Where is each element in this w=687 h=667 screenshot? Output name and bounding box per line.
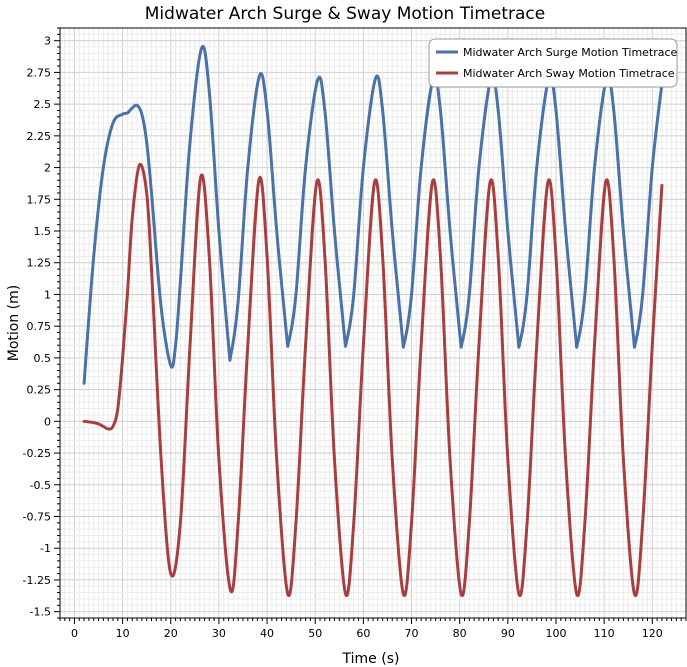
legend-box xyxy=(428,38,678,88)
y-tick-label: -0.75 xyxy=(23,510,51,523)
x-tick-label: 10 xyxy=(116,627,130,640)
series-group xyxy=(82,44,664,598)
series-line-surge xyxy=(82,44,664,385)
x-tick-label: 50 xyxy=(308,627,322,640)
x-tick-label: 40 xyxy=(260,627,274,640)
y-axis-label: Motion (m) xyxy=(6,285,22,361)
x-tick-label: 90 xyxy=(501,627,515,640)
y-tick-label: 0.5 xyxy=(34,352,52,365)
y-tick-label: -1.25 xyxy=(23,574,51,587)
x-axis-label: Time (s) xyxy=(342,651,400,667)
y-tick-label: 2.75 xyxy=(27,66,52,79)
y-tick-label: 0.75 xyxy=(27,320,52,333)
series-line-sway xyxy=(82,162,664,598)
y-tick-label: 1 xyxy=(44,288,51,301)
x-tick-label: 0 xyxy=(71,627,78,640)
y-tick-label: -1 xyxy=(40,542,51,555)
y-tick-label: 2.25 xyxy=(27,130,52,143)
x-tick-label: 60 xyxy=(356,627,370,640)
y-tick-label: 0.25 xyxy=(27,384,52,397)
y-tick-label: 1.25 xyxy=(27,257,52,270)
x-tick-label: 80 xyxy=(453,627,467,640)
y-axis: -1.5 -1.25 -1 -0.75 -0.5 -0.25 0 0.25 0.5 0.75 1 1.… xyxy=(23,27,60,619)
chart-title: Midwater Arch Surge & Sway Motion Timetr… xyxy=(145,4,545,24)
y-tick-label: 2.5 xyxy=(34,98,52,111)
y-tick-label: -1.5 xyxy=(30,606,51,619)
x-tick-label: 20 xyxy=(164,627,178,640)
x-tick-label: 30 xyxy=(212,627,226,640)
x-tick-label: 120 xyxy=(642,627,663,640)
x-axis: 0 10 20 30 40 50 60 70 80 90 100 110 120 xyxy=(59,618,687,640)
y-tick-label: -0.25 xyxy=(23,447,51,460)
legend-label-sway: Midwater Arch Sway Motion Timetrace xyxy=(463,67,675,80)
y-tick-label: 0 xyxy=(44,415,51,428)
y-tick-label: -0.5 xyxy=(30,479,51,492)
y-tick-label: 1.75 xyxy=(27,193,52,206)
legend: Midwater Arch Surge Motion Timetrace Mid… xyxy=(428,38,678,88)
x-tick-label: 110 xyxy=(594,627,615,640)
y-tick-label: 1.5 xyxy=(34,225,52,238)
x-tick-label: 100 xyxy=(545,627,566,640)
y-tick-label: 3 xyxy=(44,35,51,48)
legend-label-surge: Midwater Arch Surge Motion Timetrace xyxy=(463,46,678,59)
y-tick-label: 2 xyxy=(44,162,51,175)
x-tick-label: 70 xyxy=(405,627,419,640)
